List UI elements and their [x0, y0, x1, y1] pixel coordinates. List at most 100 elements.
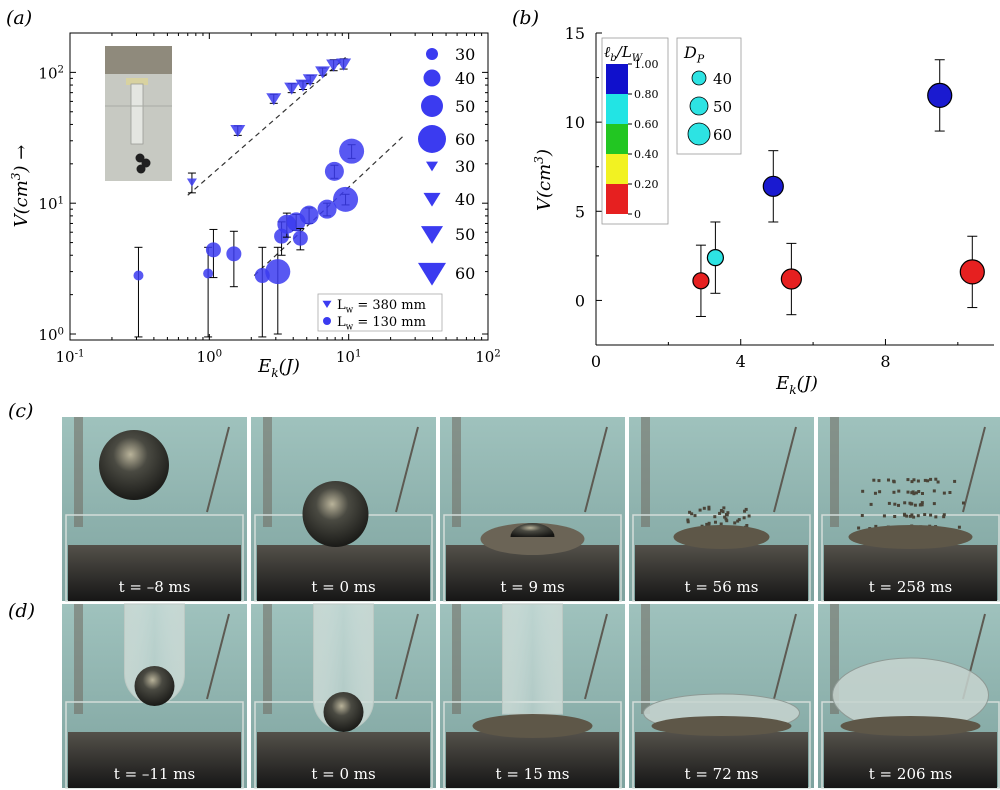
circle-point [133, 270, 144, 281]
sediment-bed [446, 732, 619, 788]
triangle-point [336, 58, 352, 71]
colorbar-segment [606, 154, 628, 184]
legend-circle-marker [418, 125, 446, 153]
sediment-particle [707, 521, 711, 525]
legend-circle-marker [426, 48, 438, 60]
sediment-particle [719, 522, 723, 526]
sediment-particle [702, 506, 706, 510]
frame-timestamp: t = –8 ms [119, 578, 191, 596]
sediment-particle [897, 503, 901, 507]
sediment-particle [919, 503, 923, 507]
sediment-particle [902, 512, 906, 516]
sediment-particle [713, 520, 717, 524]
circle-point [339, 138, 365, 164]
x-tick-label: 0 [591, 352, 601, 371]
series-legend-circle [323, 317, 331, 325]
sediment-particle [897, 489, 901, 493]
sediment-particle [929, 477, 933, 481]
fit-line [187, 57, 346, 196]
sediment-particle [942, 513, 946, 517]
data-point [959, 259, 985, 285]
legend-triangle-marker [418, 262, 446, 286]
background-post [830, 604, 839, 714]
sediment-particle [743, 509, 747, 513]
panel-b-label: (b) [512, 7, 539, 29]
photo-frame: t = 9 ms [440, 417, 625, 602]
background-stick [395, 426, 419, 513]
photo-frame: t = 0 ms [251, 603, 436, 789]
background-post [263, 604, 272, 714]
sediment-particle [861, 489, 865, 493]
sediment-bed [824, 545, 997, 601]
sediment-bed [68, 545, 241, 601]
triangle-point [302, 74, 318, 87]
sediment-particle [860, 514, 864, 517]
sediment-particle [693, 514, 697, 518]
sediment-particle [920, 501, 924, 505]
data-point [762, 175, 784, 197]
panel-d-label: (d) [8, 600, 35, 622]
sediment-particle [920, 492, 924, 495]
background-stick [584, 613, 608, 700]
circle-point [226, 246, 242, 262]
sediment-particle [878, 490, 882, 494]
background-stick [962, 426, 986, 513]
frame-timestamp: t = 0 ms [311, 765, 375, 783]
legend-size-label: 30 [455, 45, 475, 64]
colorbar-segment [606, 64, 628, 94]
background-post [263, 417, 272, 527]
sediment-particle [745, 524, 749, 527]
triangle-point [295, 79, 311, 92]
sediment-particle [686, 520, 690, 524]
sediment-particle [688, 510, 692, 514]
x-tick-label: 101​ [336, 348, 362, 366]
sediment-particle [872, 478, 876, 482]
legend-size-label: 60 [455, 130, 475, 149]
chart-b-marks: 0 4 8 0 5 10 15 Ek​(J) V(cm3​) ℓb​/LW​1.00 0.80 0.6… [532, 24, 994, 397]
sediment-particle [882, 514, 886, 518]
circle-point [324, 161, 344, 181]
background-post [74, 604, 83, 714]
colorbar-label: 0.60 [634, 118, 659, 131]
sediment-particle [912, 478, 916, 482]
photo-frame: t = 56 ms [629, 417, 814, 602]
sediment-particle [926, 479, 930, 483]
circle-point [299, 205, 319, 225]
x-tick-label: 4 [736, 352, 746, 371]
sediment-particle [910, 513, 914, 517]
photo-sequences: t = –8 ms t = 0 ms t = 9 ms t = 56 ms t = 25… [62, 417, 1000, 789]
photo-frame: t = 0 ms [251, 417, 436, 602]
sediment-particle [686, 518, 690, 522]
legend-size-label: 30 [455, 157, 475, 176]
sediment-particle [957, 525, 961, 529]
sediment-bed [257, 732, 430, 788]
sediment-particle [722, 506, 726, 510]
sediment-particle [873, 491, 877, 495]
sediment-bed [635, 545, 808, 601]
legend-triangle-marker [421, 226, 443, 244]
circle-point [265, 259, 291, 285]
sediment-particle [707, 523, 711, 527]
sediment-bed [824, 732, 997, 788]
size-legend-label: 60 [713, 126, 732, 144]
sediment-particle [917, 490, 921, 493]
colorbar-label: 0.40 [634, 148, 659, 161]
sphere [99, 430, 169, 500]
colorbar-label: 0 [634, 208, 641, 221]
size-legend-marker [689, 96, 709, 116]
background-post [641, 604, 650, 714]
panel-c-label: (c) [8, 400, 33, 422]
circle-point [333, 186, 359, 212]
sediment-particle [893, 515, 897, 518]
series-legend-label: Lw​ = 130 mm [337, 315, 426, 333]
sediment-particle [719, 509, 723, 512]
sediment-particle [721, 510, 725, 514]
sediment-particle [936, 480, 940, 484]
sediment-mound [848, 525, 973, 549]
legend-size-label: 50 [455, 225, 475, 244]
sediment-particle [911, 490, 915, 494]
y-tick-label: 0 [575, 291, 585, 310]
colorbar-label: 0.80 [634, 88, 659, 101]
sediment-particle [707, 507, 711, 511]
